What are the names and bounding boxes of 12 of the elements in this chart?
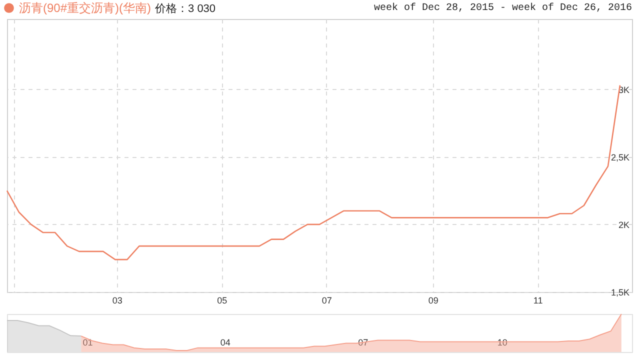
x-tick-label: 11: [533, 296, 543, 306]
x-tick-label: 04: [220, 338, 230, 348]
legend-label: 沥青(90#重交沥青)(华南): [19, 1, 152, 15]
x-tick-label: 05: [217, 296, 228, 306]
y-tick-label: 2K: [618, 220, 630, 230]
x-tick-label: 09: [428, 296, 438, 306]
x-tick-label: 03: [112, 296, 122, 306]
x-tick-label: 07: [322, 296, 332, 306]
y-tick-label: 2,5K: [610, 152, 630, 162]
y-tick-label: 1,5K: [610, 288, 630, 298]
chart-subtitle: week of Dec 28, 2015 - week of Dec 26, 2016: [374, 3, 632, 14]
text: 价格：3 030: [155, 2, 216, 16]
